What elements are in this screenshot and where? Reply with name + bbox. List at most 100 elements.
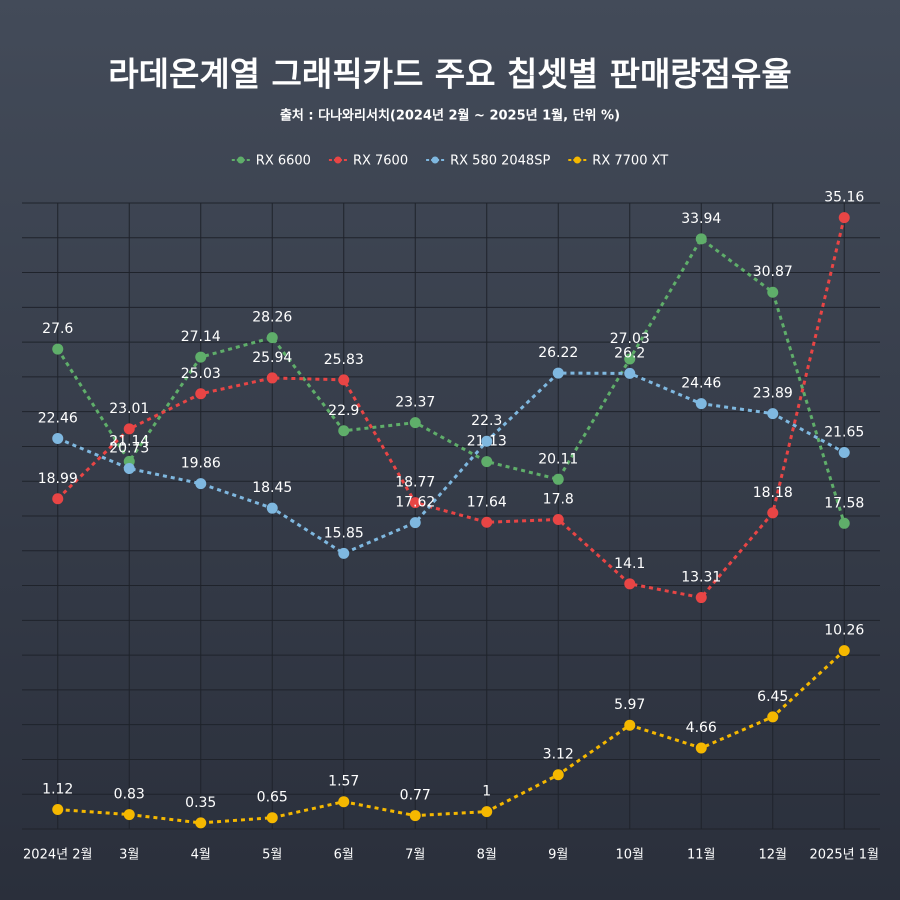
data-label: 13.31 [681,570,721,586]
data-label: 27.6 [42,321,73,337]
data-label: 17.64 [467,494,507,510]
legend-label: RX 7700 XT [592,154,668,169]
data-label: 17.62 [395,495,435,511]
data-label: 18.77 [395,475,435,491]
data-point [195,817,207,829]
x-tick-label: 7월 [405,848,425,863]
data-label: 0.83 [114,787,145,803]
data-label: 19.86 [181,456,221,472]
data-point [195,478,207,490]
series-line [57,649,846,825]
data-point [767,408,779,420]
data-point [266,812,278,824]
data-label: 25.83 [324,352,364,368]
data-label: 26.22 [538,345,578,361]
data-label: 1.57 [328,774,359,790]
data-label: 15.85 [324,525,364,541]
legend-item: RX 580 2048SP [426,154,550,169]
x-tick-label: 9월 [548,848,568,863]
chart-subtitle: 출처 : 다나와리서치(2024년 2월 ~ 2025년 1월, 단위 %) [280,108,620,124]
data-point [481,806,493,818]
data-label: 5.97 [614,697,645,713]
data-point [52,493,64,505]
data-point [767,286,779,298]
data-label: 23.01 [109,401,149,417]
data-label: 22.3 [471,413,502,429]
data-point [767,711,779,723]
data-point [409,417,421,429]
data-label: 1 [482,784,491,800]
data-point [695,592,707,604]
chart-title: 라데온계열 그래픽카드 주요 칩셋별 판매량점유율 [108,55,792,94]
data-label: 3.12 [543,747,574,763]
legend-item: RX 6600 [231,154,311,169]
x-tick-label: 6월 [334,848,354,863]
x-tick-label: 10월 [615,848,644,863]
legend-item: RX 7600 [328,154,408,169]
legend-swatch [431,156,439,164]
data-label: 4.66 [686,720,717,736]
data-label: 22.46 [38,410,78,426]
data-point [338,547,350,559]
x-tick-label: 11월 [687,848,716,863]
data-point [624,719,636,731]
data-point [838,517,850,529]
data-label: 17.58 [824,495,864,511]
data-label: 23.37 [395,395,435,411]
data-point [409,497,421,509]
data-point [552,769,564,781]
data-point [481,435,493,447]
series-line [56,236,846,524]
data-label: 0.77 [400,788,431,804]
data-label: 30.87 [753,264,793,280]
data-point [338,796,350,808]
data-label: 28.26 [252,310,292,326]
data-label: 35.16 [824,190,864,206]
data-point [409,517,421,529]
data-label: 18.99 [38,471,78,487]
data-point [266,332,278,344]
x-tick-label: 5월 [262,848,282,863]
data-point [338,425,350,437]
data-label: 21.65 [824,425,864,441]
data-point [552,513,564,525]
legend-label: RX 6600 [256,154,311,169]
data-label: 21.14 [109,433,149,449]
data-point [695,398,707,410]
data-label: 24.46 [681,376,721,392]
data-point [838,645,850,657]
data-point [266,372,278,384]
x-tick-label: 2025년 1월 [810,848,879,863]
data-label: 25.03 [181,366,221,382]
data-label: 33.94 [681,211,721,227]
data-point [52,804,64,816]
x-tick-label: 3월 [119,848,139,863]
data-label: 0.65 [257,790,288,806]
data-point [552,367,564,379]
data-point [195,388,207,400]
data-point [52,343,64,355]
data-label: 27.03 [610,331,650,347]
legend-swatch [237,156,245,164]
data-point [123,809,135,821]
data-point [123,423,135,435]
data-label: 26.2 [614,345,645,361]
data-point [266,502,278,514]
data-point [695,742,707,754]
data-label: 23.89 [753,386,793,402]
data-point [624,353,636,365]
data-label: 10.26 [824,623,864,639]
data-label: 22.9 [328,403,359,419]
data-point [695,233,707,245]
data-label: 14.1 [614,556,645,572]
data-label: 20.73 [109,441,149,457]
legend-item: RX 7700 XT [568,154,668,169]
data-point [481,456,493,468]
data-label: 25.94 [252,350,292,366]
data-label: 18.45 [252,480,292,496]
x-tick-label: 8월 [477,848,497,863]
legend-swatch [573,156,581,164]
data-label: 6.45 [757,689,788,705]
series-line [57,371,845,556]
